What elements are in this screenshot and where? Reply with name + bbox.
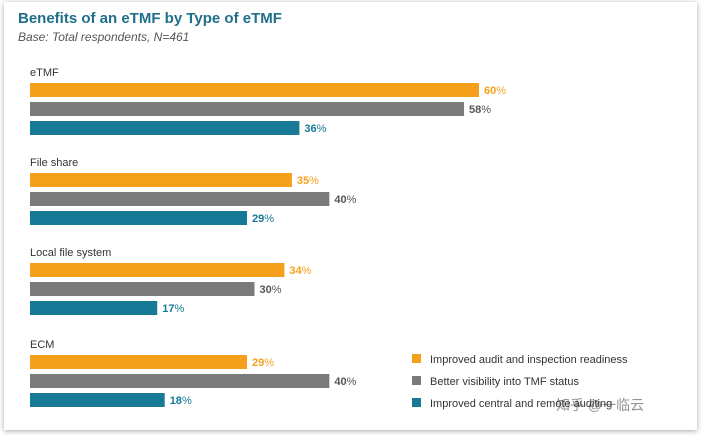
value-label: 30% xyxy=(260,284,282,296)
category-label-etmf: eTMF xyxy=(30,67,59,79)
bar-etmf-series-3 xyxy=(30,121,300,135)
value-label: 34% xyxy=(289,265,311,277)
watermark: 知乎 @一临云 xyxy=(556,397,645,413)
legend-label-1: Improved audit and inspection readiness xyxy=(430,354,628,366)
value-label: 40% xyxy=(334,376,356,388)
bar-ecm-series-3 xyxy=(30,393,165,407)
legend-label-3: Improved central and remote auditing xyxy=(430,398,612,410)
bar-etmf-series-2 xyxy=(30,102,465,116)
bar-file-share-series-3 xyxy=(30,211,248,225)
bar-ecm-series-2 xyxy=(30,374,330,388)
legend-label-2: Better visibility into TMF status xyxy=(430,376,579,388)
value-label: 35% xyxy=(297,175,319,187)
value-label: 40% xyxy=(334,194,356,206)
category-label-ecm: ECM xyxy=(30,339,54,351)
legend-swatch-1 xyxy=(412,354,421,363)
bar-etmf-series-1 xyxy=(30,83,479,97)
category-label-local-file-system: Local file system xyxy=(30,247,111,259)
bar-local-file-system-series-2 xyxy=(30,282,255,296)
bar-local-file-system-series-3 xyxy=(30,301,158,315)
chart-subtitle: Base: Total respondents, N=461 xyxy=(18,30,190,44)
legend-swatch-2 xyxy=(412,376,421,385)
bar-file-share-series-1 xyxy=(30,173,292,187)
value-label: 60% xyxy=(484,85,506,97)
chart-title: Benefits of an eTMF by Type of eTMF xyxy=(18,10,282,27)
category-label-file-share: File share xyxy=(30,157,78,169)
bar-file-share-series-2 xyxy=(30,192,330,206)
legend-swatch-3 xyxy=(412,398,421,407)
value-label: 29% xyxy=(252,357,274,369)
value-label: 18% xyxy=(170,395,192,407)
bar-local-file-system-series-1 xyxy=(30,263,285,277)
bar-ecm-series-1 xyxy=(30,355,248,369)
value-label: 29% xyxy=(252,213,274,225)
value-label: 36% xyxy=(304,123,326,135)
value-label: 58% xyxy=(469,104,491,116)
value-label: 17% xyxy=(162,303,184,315)
